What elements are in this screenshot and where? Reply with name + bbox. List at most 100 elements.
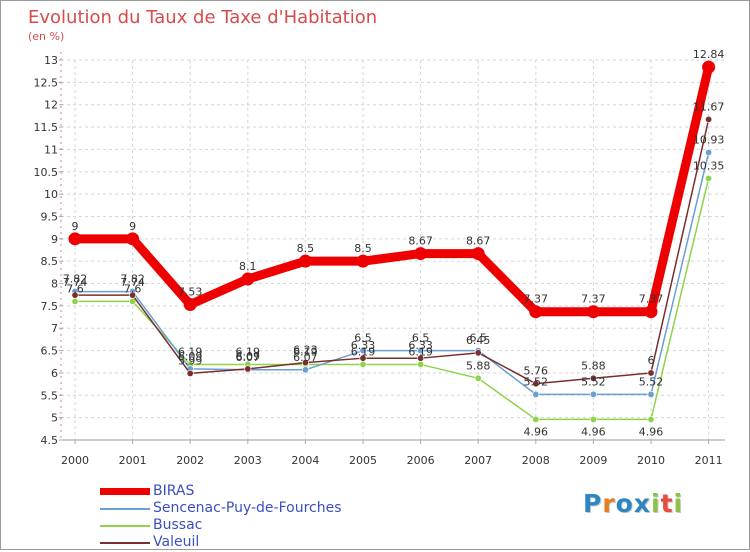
x-tick-label: 2001	[119, 454, 147, 467]
data-label-biras: 12.84	[693, 48, 725, 61]
y-unit-label: (en %)	[28, 30, 65, 43]
data-label-valeuil: 6.45	[466, 334, 491, 347]
data-point-bussac	[647, 415, 655, 423]
data-point-biras	[471, 247, 485, 261]
data-point-biras	[414, 247, 428, 261]
x-tick-label: 2004	[291, 454, 319, 467]
data-label-bussac: 6.19	[293, 345, 318, 358]
legend-swatch-sencenac	[100, 508, 150, 510]
data-label-sencenac-puy-de-fourches: 5.52	[581, 375, 606, 388]
data-label-sencenac-puy-de-fourches: 6.5	[412, 332, 430, 345]
data-label-bussac: 4.96	[639, 425, 664, 438]
y-tick-label: 9.5	[41, 210, 59, 223]
data-point-biras	[241, 272, 255, 286]
data-point-valeuil	[129, 291, 137, 299]
logo-letter: i	[651, 489, 661, 518]
data-label-valeuil: 6.09	[236, 350, 261, 363]
data-label-biras: 8.67	[408, 235, 433, 248]
data-point-biras	[356, 254, 370, 268]
data-label-bussac: 4.96	[524, 425, 549, 438]
y-tick-label: 11	[44, 143, 58, 156]
data-label-sencenac-puy-de-fourches: 5.52	[524, 375, 549, 388]
data-label-biras: 9	[72, 220, 79, 233]
series-line-bussac	[74, 177, 710, 421]
x-tick-label: 2008	[522, 454, 550, 467]
y-tick-label: 10.5	[34, 166, 59, 179]
data-point-valeuil	[301, 359, 309, 367]
data-point-sencenac-puy-de-fourches	[417, 347, 425, 355]
x-tick-label: 2009	[579, 454, 607, 467]
data-point-valeuil	[589, 374, 597, 382]
chart-title: Evolution du Taux de Taxe d'Habitation	[28, 7, 378, 28]
data-point-valeuil	[417, 354, 425, 362]
data-label-biras: 8.5	[354, 242, 372, 255]
y-tick-label: 5	[51, 412, 58, 425]
data-label-valeuil: 7.74	[120, 276, 145, 289]
y-tick-label: 12.5	[34, 76, 59, 89]
data-label-sencenac-puy-de-fourches: 6.09	[178, 350, 203, 363]
data-point-biras	[529, 305, 543, 319]
legend-label-biras: BIRAS	[153, 483, 195, 499]
data-label-valeuil: 5.76	[524, 365, 549, 378]
data-point-valeuil	[244, 365, 252, 373]
data-point-valeuil	[186, 369, 194, 377]
y-tick-label: 8	[51, 278, 58, 291]
data-label-bussac: 7.6	[66, 282, 84, 295]
y-tick-label: 12	[44, 99, 58, 112]
legend-label-valeuil: Valeuil	[153, 534, 200, 550]
data-point-sencenac-puy-de-fourches	[359, 347, 367, 355]
y-tick-label: 9	[51, 233, 58, 246]
data-label-valeuil: 6.33	[351, 339, 376, 352]
legend-swatch-valeuil	[100, 542, 150, 544]
series-group	[68, 60, 716, 423]
proxiti-logo: Proxiti	[583, 489, 683, 518]
data-point-valeuil	[474, 349, 482, 357]
data-label-biras: 8.67	[466, 235, 491, 248]
y-tick-label: 4.5	[41, 434, 59, 447]
data-label-bussac: 6.19	[236, 345, 261, 358]
data-label-biras: 7.37	[524, 293, 549, 306]
y-tick-label: 7.5	[41, 300, 59, 313]
y-tick-label: 8.5	[41, 255, 59, 268]
data-label-bussac: 7.6	[124, 282, 142, 295]
x-tick-label: 2003	[234, 454, 262, 467]
series-line-valeuil	[74, 118, 710, 385]
legend-swatch-biras	[100, 488, 150, 495]
data-label-biras: 7.37	[581, 293, 606, 306]
data-point-valeuil	[71, 291, 79, 299]
data-label-sencenac-puy-de-fourches: 7.82	[120, 273, 145, 286]
series-line-biras	[70, 62, 714, 317]
data-label-valeuil: 5.88	[581, 359, 606, 372]
data-label-valeuil: 7.74	[63, 276, 88, 289]
data-point-biras	[586, 305, 600, 319]
data-point-valeuil	[647, 369, 655, 377]
data-label-biras: 8.1	[239, 260, 257, 273]
logo-letter: x	[633, 489, 651, 518]
y-tick-label: 10	[44, 188, 58, 201]
data-point-bussac	[71, 297, 79, 305]
data-point-bussac	[589, 415, 597, 423]
data-point-biras	[68, 232, 82, 246]
data-label-sencenac-puy-de-fourches: 6.5	[354, 332, 372, 345]
y-tick-label: 6.5	[41, 345, 59, 358]
legend-label-sencenac: Sencenac-Puy-de-Fourches	[153, 500, 342, 516]
data-point-sencenac-puy-de-fourches	[647, 390, 655, 398]
data-point-sencenac-puy-de-fourches	[589, 390, 597, 398]
x-tick-label: 2002	[176, 454, 204, 467]
data-point-biras	[126, 232, 140, 246]
y-tick-label: 6	[51, 367, 58, 380]
data-label-valeuil: 11.67	[693, 100, 725, 113]
y-tick-label: 13	[44, 54, 58, 67]
x-tick-label: 2010	[637, 454, 665, 467]
data-point-sencenac-puy-de-fourches	[705, 149, 713, 157]
data-label-bussac: 6.19	[178, 345, 203, 358]
data-label-sencenac-puy-de-fourches: 10.93	[693, 134, 725, 147]
data-point-sencenac-puy-de-fourches	[301, 366, 309, 374]
axes	[60, 52, 725, 441]
y-tick-label: 11.5	[34, 121, 59, 134]
data-point-valeuil	[359, 354, 367, 362]
data-label-biras: 8.5	[297, 242, 315, 255]
data-point-bussac	[705, 174, 713, 182]
data-point-bussac	[359, 360, 367, 368]
